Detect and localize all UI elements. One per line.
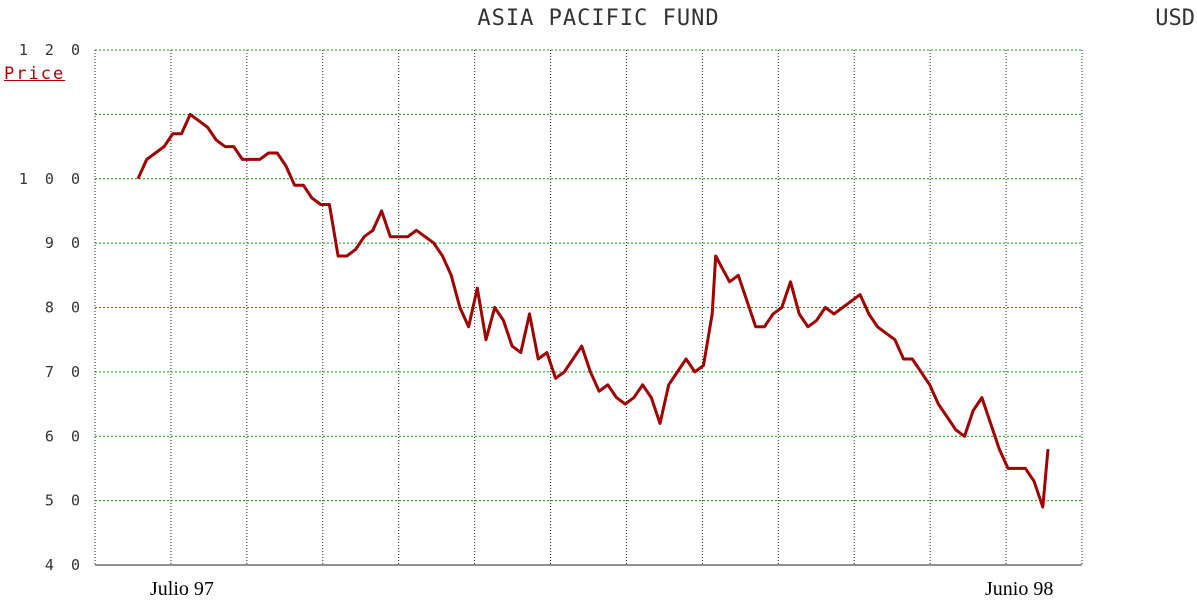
y-tick-label: 1 2 0	[19, 41, 84, 59]
y-tick-label: 9 0	[45, 234, 84, 252]
y-axis-label: Price	[4, 64, 66, 84]
x-start-label: Julio 97	[150, 578, 214, 600]
y-tick-label: 7 0	[45, 363, 84, 381]
x-end-label: Junio 98	[985, 578, 1054, 600]
currency-label: USD	[1155, 6, 1195, 31]
y-tick-label: 8 0	[45, 299, 84, 317]
y-tick-label: 6 0	[45, 427, 84, 445]
series-line	[136, 112, 1050, 509]
y-tick-label: 5 0	[45, 492, 84, 510]
y-tick-label: 1 0 0	[19, 170, 84, 188]
y-tick-label: 4 0	[45, 556, 84, 574]
chart-title: ASIA PACIFIC FUND	[477, 6, 720, 31]
